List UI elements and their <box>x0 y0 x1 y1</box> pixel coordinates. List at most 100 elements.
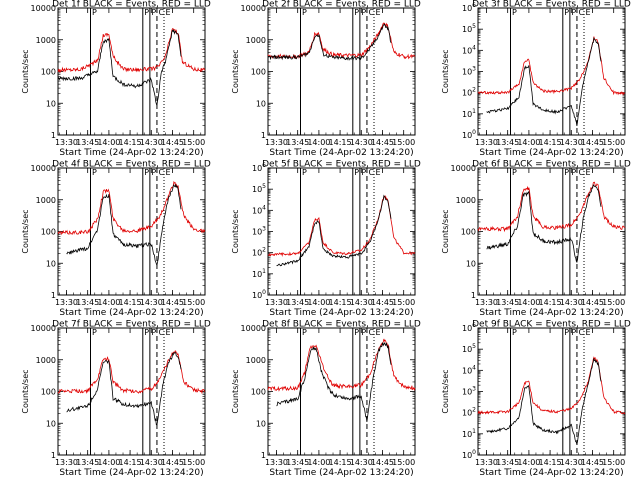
series-line-black <box>276 341 392 422</box>
marker-label: E <box>166 168 171 177</box>
series-line-red <box>477 181 626 233</box>
y-tick-label: 1 <box>51 451 56 460</box>
y-tick-label: 10 <box>256 419 266 428</box>
series-line-red <box>57 180 206 236</box>
x-tick-label: 14:00 <box>307 458 330 467</box>
marker-label: E <box>166 328 171 337</box>
y-tick-label: 102 <box>252 247 266 258</box>
x-tick-label: 13:30 <box>55 458 78 467</box>
marker-label: C <box>578 168 584 177</box>
marker-label: P <box>92 168 97 177</box>
y-tick-label: 106 <box>462 2 476 13</box>
marker-label: P <box>564 8 569 17</box>
x-tick-label: 14:00 <box>97 138 120 147</box>
chart-title: Det 2f BLACK = Events, RED = LLD <box>262 0 421 10</box>
chart-panel-8: Det 8f BLACK = Events, RED = LLD 1 10 100 10… <box>231 320 421 479</box>
y-axis-label: Counts/sec <box>441 49 450 93</box>
x-tick-label: 14:15 <box>329 458 352 467</box>
x-tick-label: 14:45 <box>371 138 394 147</box>
chart-title: Det 4f BLACK = Events, RED = LLD <box>52 160 211 170</box>
series-line-black <box>57 29 182 106</box>
x-tick-label: 13:45 <box>496 138 519 147</box>
marker-label: E <box>166 8 171 17</box>
x-tick-label: 14:30 <box>560 138 583 147</box>
y-tick-label: 1000 <box>36 36 56 45</box>
y-tick-label: 103 <box>252 226 266 237</box>
x-tick-label: 13:45 <box>76 298 99 307</box>
x-tick-label: 13:45 <box>286 298 309 307</box>
y-axis-label: Counts/sec <box>231 369 240 413</box>
series-line-black <box>486 184 602 264</box>
y-tick-label: 101 <box>462 428 476 439</box>
marker-label: P <box>144 8 149 17</box>
marker-label: E <box>586 8 591 17</box>
y-tick-label: 1 <box>261 131 266 140</box>
y-tick-label: 100 <box>251 68 266 77</box>
marker-label: C <box>578 328 584 337</box>
marker-label: P <box>512 168 517 177</box>
x-axis-label: Start Time (24-Apr-02 13:24:20) <box>479 148 623 158</box>
y-tick-label: 10000 <box>31 164 56 173</box>
y-axis-label: Counts/sec <box>441 209 450 253</box>
chart-title: Det 7f BLACK = Events, RED = LLD <box>52 320 211 330</box>
marker-label: E <box>586 328 591 337</box>
x-tick-label: 15:00 <box>602 138 625 147</box>
chart-title: Det 3f BLACK = Events, RED = LLD <box>472 0 631 10</box>
y-tick-label: 1000 <box>36 356 56 365</box>
x-tick-label: 13:30 <box>475 138 498 147</box>
x-tick-label: 15:00 <box>182 458 205 467</box>
x-tick-label: 13:45 <box>496 458 519 467</box>
x-tick-label: 15:00 <box>182 298 205 307</box>
marker-label: P <box>151 8 156 17</box>
y-axis-label: Counts/sec <box>231 49 240 93</box>
y-tick-label: 10000 <box>31 4 56 13</box>
x-tick-label: 14:45 <box>161 298 184 307</box>
x-tick-label: 14:30 <box>350 458 373 467</box>
x-axis-label: Start Time (24-Apr-02 13:24:20) <box>269 148 413 158</box>
marker-label: P <box>144 168 149 177</box>
series-line-black <box>276 194 392 267</box>
chart-panel-7: Det 7f BLACK = Events, RED = LLD 1 10 100 10… <box>21 320 211 479</box>
marker-label: C <box>158 328 164 337</box>
y-tick-label: 101 <box>252 268 266 279</box>
chart-title: Det 6f BLACK = Events, RED = LLD <box>472 160 631 170</box>
marker-label: E <box>586 168 591 177</box>
x-axis-label: Start Time (24-Apr-02 13:24:20) <box>479 308 623 318</box>
marker-label: P <box>571 168 576 177</box>
y-tick-label: 10 <box>46 419 56 428</box>
series-line-red <box>477 36 626 96</box>
y-tick-label: 102 <box>462 87 476 98</box>
series-line-red <box>267 194 416 257</box>
marker-label: P <box>564 328 569 337</box>
x-axis-label: Start Time (24-Apr-02 13:24:20) <box>479 468 623 478</box>
y-tick-label: 10000 <box>241 324 266 333</box>
y-tick-label: 1 <box>261 451 266 460</box>
marker-label: C <box>158 8 164 17</box>
x-tick-label: 13:30 <box>265 298 288 307</box>
x-tick-label: 13:30 <box>475 298 498 307</box>
x-tick-label: 14:45 <box>581 458 604 467</box>
y-tick-label: 100 <box>41 388 56 397</box>
marker-label: P <box>354 168 359 177</box>
y-tick-label: 104 <box>462 364 476 375</box>
y-tick-label: 10 <box>46 99 56 108</box>
series-line-black <box>66 351 182 426</box>
x-tick-label: 14:00 <box>307 298 330 307</box>
x-tick-label: 14:15 <box>119 138 142 147</box>
y-tick-label: 10000 <box>31 324 56 333</box>
x-tick-label: 14:45 <box>581 298 604 307</box>
x-tick-label: 14:30 <box>140 458 163 467</box>
x-axis-label: Start Time (24-Apr-02 13:24:20) <box>269 468 413 478</box>
marker-label: P <box>512 328 517 337</box>
marker-label: P <box>361 328 366 337</box>
x-tick-label: 14:00 <box>97 458 120 467</box>
x-tick-label: 13:45 <box>286 138 309 147</box>
marker-label: C <box>158 168 164 177</box>
x-tick-label: 14:30 <box>140 138 163 147</box>
marker-label: P <box>151 168 156 177</box>
marker-label: E <box>376 328 381 337</box>
marker-label: C <box>578 8 584 17</box>
x-tick-label: 14:45 <box>371 458 394 467</box>
plot-frame <box>267 327 416 456</box>
marker-label: P <box>302 8 307 17</box>
